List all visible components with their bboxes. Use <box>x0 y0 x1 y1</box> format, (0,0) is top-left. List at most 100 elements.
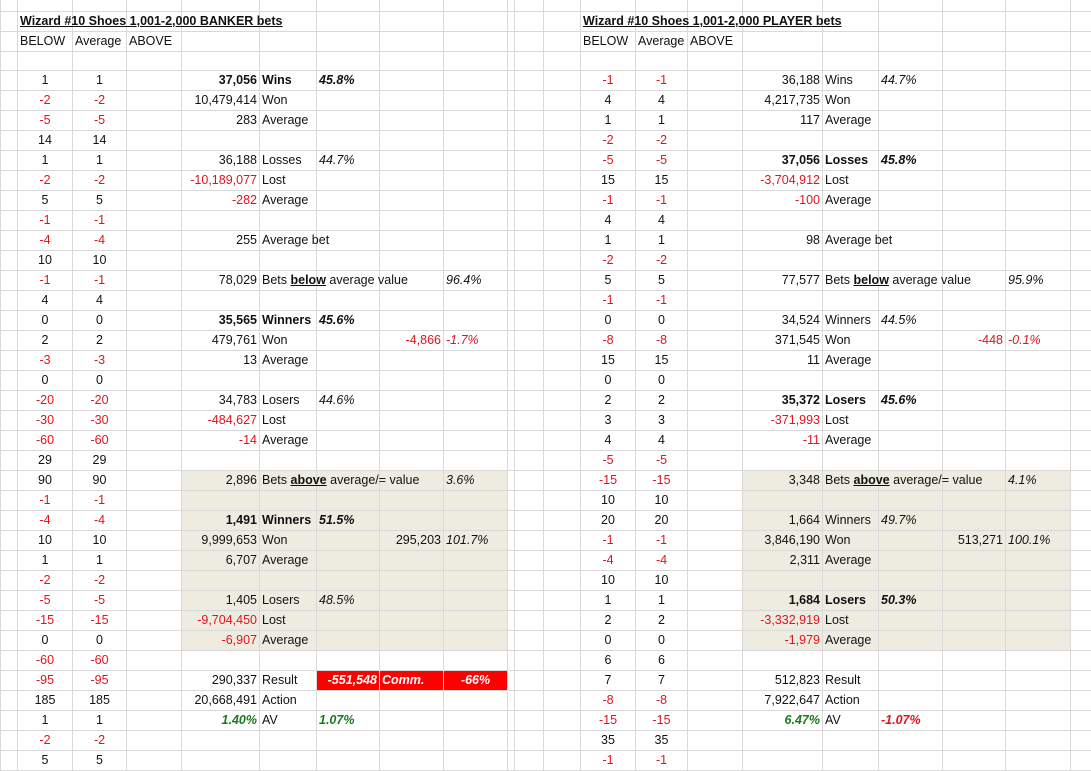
cell[interactable] <box>1071 491 1091 511</box>
cell[interactable]: -20 <box>18 391 73 411</box>
cell[interactable] <box>127 191 182 211</box>
cell[interactable] <box>688 431 743 451</box>
cell[interactable]: -484,627 <box>182 411 260 431</box>
cell[interactable] <box>1071 411 1091 431</box>
cell[interactable] <box>1 12 18 32</box>
cell[interactable]: 0 <box>636 631 688 651</box>
cell[interactable] <box>1071 671 1091 691</box>
cell[interactable]: -4 <box>581 551 636 571</box>
cell[interactable] <box>182 251 260 271</box>
cell[interactable]: -1 <box>581 191 636 211</box>
cell[interactable] <box>317 191 380 211</box>
cell[interactable] <box>444 71 508 91</box>
cell[interactable]: -1 <box>581 291 636 311</box>
cell[interactable]: 1 <box>581 111 636 131</box>
cell[interactable]: Comm. <box>380 671 444 691</box>
cell[interactable] <box>743 571 823 591</box>
cell[interactable] <box>1006 371 1071 391</box>
cell[interactable] <box>1006 651 1071 671</box>
cell[interactable] <box>1006 171 1071 191</box>
cell[interactable] <box>380 12 444 32</box>
cell[interactable] <box>544 731 581 751</box>
cell[interactable] <box>1 71 18 91</box>
cell[interactable] <box>508 171 515 191</box>
cell[interactable] <box>544 691 581 711</box>
cell[interactable]: -8 <box>636 691 688 711</box>
cell[interactable] <box>823 52 879 71</box>
cell[interactable] <box>688 751 743 771</box>
cell[interactable] <box>1 251 18 271</box>
cell[interactable] <box>1006 52 1071 71</box>
cell[interactable] <box>380 131 444 151</box>
cell[interactable]: Average <box>73 32 127 52</box>
cell[interactable] <box>544 491 581 511</box>
cell[interactable]: 29 <box>18 451 73 471</box>
cell[interactable] <box>515 511 544 531</box>
cell[interactable] <box>508 691 515 711</box>
cell[interactable] <box>544 471 581 491</box>
cell[interactable] <box>127 651 182 671</box>
cell[interactable]: Bets above average/= value <box>260 471 317 491</box>
cell[interactable] <box>1071 451 1091 471</box>
cell[interactable] <box>1006 91 1071 111</box>
cell[interactable] <box>943 111 1006 131</box>
cell[interactable] <box>1071 611 1091 631</box>
cell[interactable] <box>688 311 743 331</box>
cell[interactable] <box>182 731 260 751</box>
cell[interactable] <box>515 331 544 351</box>
cell[interactable]: Lost <box>823 411 879 431</box>
cell[interactable]: -15 <box>18 611 73 631</box>
cell[interactable] <box>823 751 879 771</box>
cell[interactable] <box>1006 551 1071 571</box>
cell[interactable] <box>1071 271 1091 291</box>
cell[interactable] <box>544 671 581 691</box>
cell[interactable] <box>515 431 544 451</box>
cell[interactable]: Average bet <box>823 231 879 251</box>
cell[interactable]: -3 <box>18 351 73 371</box>
cell[interactable] <box>879 0 943 12</box>
cell[interactable] <box>127 531 182 551</box>
cell[interactable]: -15 <box>581 471 636 491</box>
cell[interactable] <box>317 551 380 571</box>
cell[interactable] <box>515 291 544 311</box>
cell[interactable] <box>823 251 879 271</box>
cell[interactable] <box>380 251 444 271</box>
cell[interactable] <box>18 52 73 71</box>
cell[interactable] <box>688 551 743 571</box>
cell[interactable]: 0 <box>581 371 636 391</box>
cell[interactable] <box>743 451 823 471</box>
cell[interactable] <box>1071 311 1091 331</box>
cell[interactable] <box>73 0 127 12</box>
cell[interactable] <box>688 231 743 251</box>
cell[interactable] <box>1071 331 1091 351</box>
cell[interactable]: 0 <box>636 371 688 391</box>
cell[interactable] <box>544 32 581 52</box>
cell[interactable] <box>317 491 380 511</box>
cell[interactable]: -2 <box>18 91 73 111</box>
cell[interactable] <box>544 251 581 271</box>
cell[interactable] <box>444 251 508 271</box>
cell[interactable] <box>508 32 515 52</box>
cell[interactable]: 44.7% <box>317 151 380 171</box>
cell[interactable]: 4 <box>18 291 73 311</box>
cell[interactable] <box>182 32 260 52</box>
cell[interactable]: Average <box>260 631 317 651</box>
cell[interactable]: 44.6% <box>317 391 380 411</box>
cell[interactable]: 2,896 <box>182 471 260 491</box>
cell[interactable]: -60 <box>18 651 73 671</box>
cell[interactable] <box>18 0 73 12</box>
cell[interactable] <box>1071 151 1091 171</box>
cell[interactable]: BELOW <box>581 32 636 52</box>
cell[interactable] <box>515 471 544 491</box>
cell[interactable]: 10 <box>581 571 636 591</box>
cell[interactable] <box>317 331 380 351</box>
cell[interactable]: Average <box>636 32 688 52</box>
cell[interactable] <box>317 131 380 151</box>
cell[interactable] <box>1071 191 1091 211</box>
cell[interactable] <box>544 271 581 291</box>
cell[interactable]: Losses <box>823 151 879 171</box>
cell[interactable]: 10 <box>581 491 636 511</box>
cell[interactable]: 44.7% <box>879 71 943 91</box>
cell[interactable] <box>1 591 18 611</box>
cell[interactable] <box>380 451 444 471</box>
